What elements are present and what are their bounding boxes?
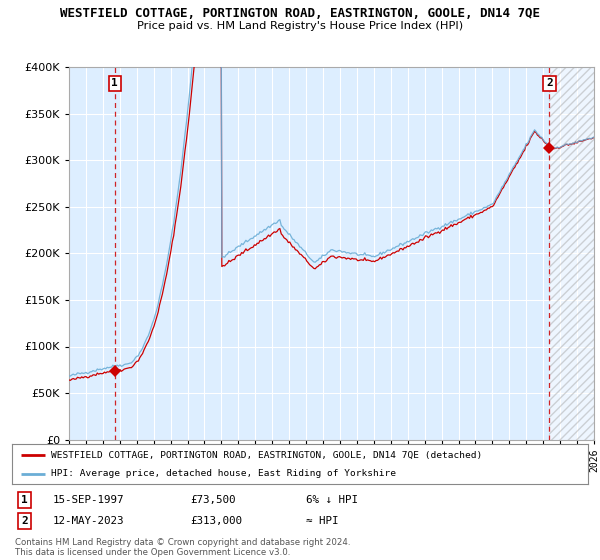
Text: 1: 1 [112, 78, 118, 88]
Text: 6% ↓ HPI: 6% ↓ HPI [306, 495, 358, 505]
Text: Contains HM Land Registry data © Crown copyright and database right 2024.
This d: Contains HM Land Registry data © Crown c… [15, 538, 350, 557]
Bar [550, 67, 594, 440]
Text: £73,500: £73,500 [191, 495, 236, 505]
Text: £313,000: £313,000 [191, 516, 242, 526]
Text: Price paid vs. HM Land Registry's House Price Index (HPI): Price paid vs. HM Land Registry's House … [137, 21, 463, 31]
Text: 2: 2 [546, 78, 553, 88]
Text: 12-MAY-2023: 12-MAY-2023 [52, 516, 124, 526]
Text: HPI: Average price, detached house, East Riding of Yorkshire: HPI: Average price, detached house, East… [51, 469, 396, 478]
Text: 1: 1 [21, 495, 28, 505]
Text: ≈ HPI: ≈ HPI [306, 516, 338, 526]
Text: WESTFIELD COTTAGE, PORTINGTON ROAD, EASTRINGTON, GOOLE, DN14 7QE: WESTFIELD COTTAGE, PORTINGTON ROAD, EAST… [60, 7, 540, 20]
Text: 2: 2 [21, 516, 28, 526]
Text: 15-SEP-1997: 15-SEP-1997 [52, 495, 124, 505]
Text: WESTFIELD COTTAGE, PORTINGTON ROAD, EASTRINGTON, GOOLE, DN14 7QE (detached): WESTFIELD COTTAGE, PORTINGTON ROAD, EAST… [51, 450, 482, 459]
